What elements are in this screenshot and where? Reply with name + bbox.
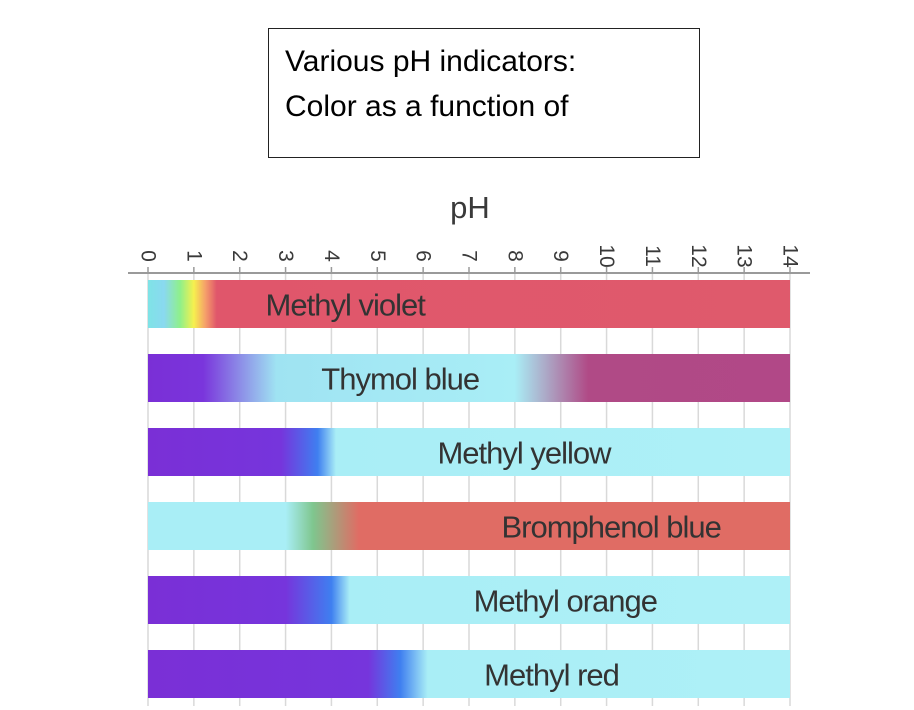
x-tick-label: 13 <box>733 244 756 267</box>
x-tick-label: 0 <box>137 250 160 262</box>
x-tick-label: 2 <box>228 250 251 262</box>
caption-box: Various pH indicators: Color as a functi… <box>268 28 700 158</box>
indicator-bars: Methyl violet Thymol blue Methyl yellow Bro… <box>148 280 790 698</box>
x-tick-label: 12 <box>687 244 710 267</box>
caption-line-2: Color as a function of <box>285 90 569 123</box>
caption-line-1: Various pH indicators: <box>285 45 577 78</box>
indicator-label: Methyl red <box>484 658 619 693</box>
indicator-bar <box>148 354 790 402</box>
grid <box>147 273 791 706</box>
x-tick-label: 1 <box>182 250 205 262</box>
x-tick-label: 6 <box>412 250 435 262</box>
indicator-bar <box>148 428 790 476</box>
x-axis: 0 1 2 3 4 5 6 7 8 9 10 11 12 13 14 <box>128 244 810 274</box>
x-tick-label: 11 <box>641 245 664 267</box>
indicator-label: Methyl violet <box>266 288 427 323</box>
indicator-label: Methyl yellow <box>437 436 612 471</box>
indicator-label: Thymol blue <box>321 362 479 397</box>
indicator-bar <box>148 650 790 698</box>
indicator-label: Methyl orange <box>474 584 657 619</box>
x-tick-label: 10 <box>595 244 618 267</box>
x-tick-label: 8 <box>503 250 526 262</box>
x-axis-label: pH <box>450 190 490 225</box>
x-tick-label: 9 <box>549 250 572 262</box>
indicator-bar <box>148 502 790 550</box>
x-tick-label: 14 <box>779 244 802 268</box>
x-tick-label: 5 <box>366 250 389 262</box>
indicator-label: Bromphenol blue <box>501 510 720 545</box>
indicator-bar <box>148 576 790 624</box>
indicator-bar <box>148 280 790 328</box>
x-tick-label: 7 <box>458 250 481 262</box>
x-tick-label: 4 <box>320 250 343 262</box>
x-tick-label: 3 <box>274 250 297 262</box>
